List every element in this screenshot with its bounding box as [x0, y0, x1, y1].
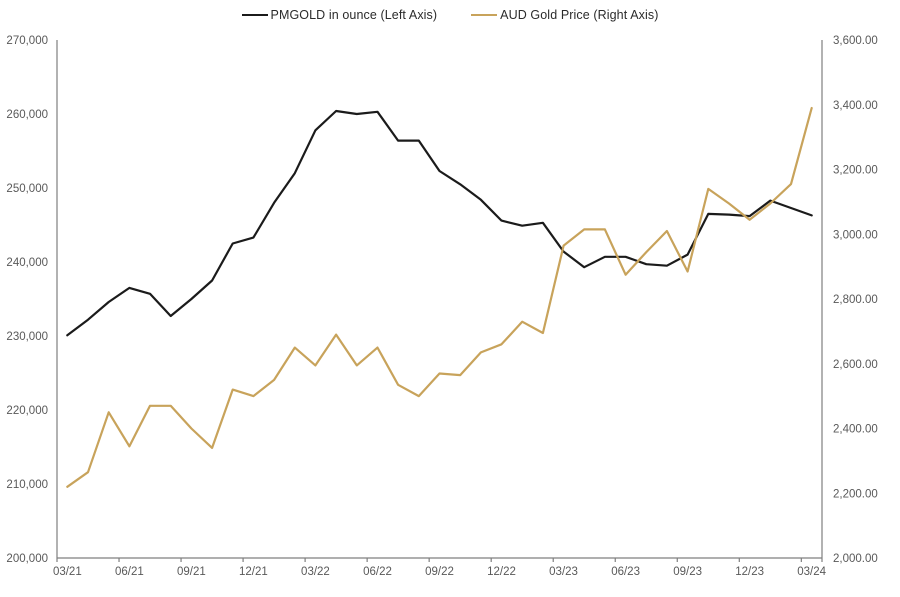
y-left-tick-label: 210,000: [6, 479, 48, 491]
x-tick-label: 09/21: [177, 566, 206, 578]
x-tick-label: 12/23: [735, 566, 764, 578]
y-right-tick-label: 3,200.00: [833, 165, 878, 177]
aud-gold-price-line: [66, 106, 813, 488]
x-tick-label: 09/23: [673, 566, 702, 578]
x-tick-label: 03/22: [301, 566, 330, 578]
y-left-tick-label: 260,000: [6, 109, 48, 121]
y-left-tick-label: 230,000: [6, 331, 48, 343]
y-right-tick-label: 2,200.00: [833, 488, 878, 500]
x-tick-label: 06/23: [611, 566, 640, 578]
y-right-tick-label: 3,400.00: [833, 100, 878, 112]
x-tick-label: 03/21: [53, 566, 82, 578]
y-left-tick-label: 250,000: [6, 183, 48, 195]
y-left-tick-label: 240,000: [6, 257, 48, 269]
x-tick-label: 06/22: [363, 566, 392, 578]
y-right-tick-label: 2,000.00: [833, 553, 878, 565]
y-right-tick-label: 3,000.00: [833, 229, 878, 241]
pmgold-line: [66, 109, 813, 337]
x-tick-label: 09/22: [425, 566, 454, 578]
x-tick-label: 06/21: [115, 566, 144, 578]
x-tick-label: 12/22: [487, 566, 516, 578]
y-left-tick-label: 270,000: [6, 35, 48, 47]
y-left-tick-label: 220,000: [6, 405, 48, 417]
y-right-tick-label: 2,800.00: [833, 294, 878, 306]
y-right-tick-label: 2,400.00: [833, 424, 878, 436]
y-right-tick-label: 3,600.00: [833, 35, 878, 47]
y-right-tick-label: 2,600.00: [833, 359, 878, 371]
y-left-tick-label: 200,000: [6, 553, 48, 565]
x-tick-label: 03/24: [797, 566, 826, 578]
x-tick-label: 12/21: [239, 566, 268, 578]
x-tick-label: 03/23: [549, 566, 578, 578]
